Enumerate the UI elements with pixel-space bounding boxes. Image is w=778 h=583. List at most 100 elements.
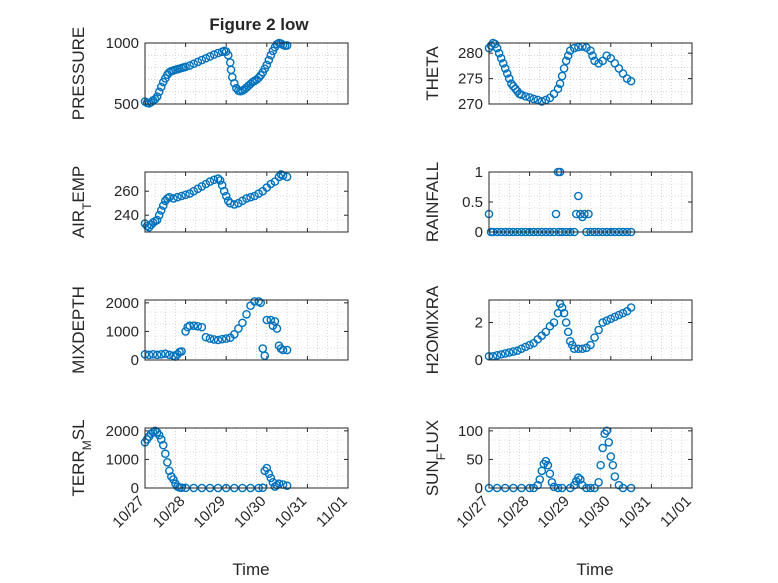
y-axis-label: THETA (423, 46, 442, 101)
data-point (217, 334, 227, 344)
data-point (502, 69, 512, 78)
data-point (529, 94, 538, 104)
data-point (264, 55, 274, 65)
data-point (254, 297, 263, 306)
y-tick-label: 1000 (106, 35, 139, 52)
y-tick-label: 100 (458, 423, 483, 440)
data-point (165, 350, 174, 360)
data-point (574, 344, 583, 354)
data-point (557, 303, 567, 312)
data-point (594, 325, 603, 335)
y-tick-label: 2000 (106, 423, 139, 440)
data-point (154, 430, 164, 440)
data-point (205, 334, 215, 343)
data-point (553, 84, 563, 94)
data-point (282, 172, 292, 182)
x-tick-label: 10/31 (272, 493, 311, 532)
data-point (547, 477, 557, 487)
data-point (586, 340, 595, 350)
data-point (561, 318, 571, 327)
data-point (262, 463, 272, 473)
data-point (154, 210, 164, 220)
data-point (234, 324, 243, 333)
data-point (150, 94, 160, 104)
data-point (525, 93, 534, 102)
data-point (177, 347, 186, 356)
data-point (537, 97, 547, 106)
axes-box (488, 171, 693, 233)
data-point (156, 349, 166, 359)
data-point (185, 61, 194, 70)
subplot-rainfall: 0 0.5 1 RAINFALL (423, 162, 693, 242)
x-tick-label: 10/27 (453, 493, 492, 532)
y-tick-label: 1 (475, 164, 483, 181)
data-point (492, 43, 502, 53)
data-point (604, 437, 614, 447)
y-axis-label: H2OMIXRA (423, 285, 442, 374)
subplot-mixdepth: 0 1000 2000 MIXDEPTH (69, 286, 349, 374)
data-point (494, 48, 504, 58)
subplot-sun-flux: 0 50 100 10/27 10/28 10/29 10/30 10/31 11/01 SUNF… (423, 420, 695, 532)
y-tick-label: 260 (114, 183, 139, 200)
data-point (197, 55, 207, 65)
x-tick-label: 10/27 (109, 493, 148, 532)
x-tick-label: 10/29 (190, 493, 229, 532)
y-tick-label: 500 (114, 96, 139, 113)
data-point (156, 82, 166, 92)
data-point (557, 71, 567, 81)
data-point (266, 473, 276, 483)
data-point (152, 215, 162, 225)
data-point (610, 59, 620, 68)
data-point (511, 84, 520, 94)
data-point (509, 347, 518, 356)
x-tick-label: 10/31 (616, 493, 655, 532)
y-tick-label: 280 (458, 45, 483, 62)
data-point (496, 350, 506, 359)
data-point (181, 190, 190, 200)
data-point (525, 340, 534, 350)
y-axis-label: MIXDEPTH (69, 286, 88, 374)
figure-title: Figure 2 low (209, 15, 309, 34)
data-point (496, 53, 506, 63)
data-point (242, 309, 251, 319)
data-point (500, 349, 510, 358)
y-tick-label: 2000 (106, 295, 139, 312)
y-tick-label: 0 (475, 224, 483, 241)
x-tick-label: 10/29 (534, 493, 573, 532)
data-point (602, 316, 612, 325)
data-point (580, 209, 589, 219)
data-point (614, 64, 624, 73)
axes-box (144, 427, 349, 489)
subplot-air-temp: 240 260 AIRTEMP (69, 166, 349, 238)
data-point (266, 50, 276, 60)
data-point (614, 310, 624, 320)
y-axis-label: TERRMSL (69, 419, 94, 496)
y-tick-label: 1000 (106, 451, 139, 468)
data-point (189, 321, 199, 331)
x-axis-label-right: Time (576, 560, 613, 579)
data-point (492, 351, 502, 360)
data-point (569, 43, 579, 53)
data-point (594, 477, 603, 487)
y-axis-label: SUNFLUX (423, 420, 448, 496)
data-point (561, 56, 571, 66)
y-tick-label: 50 (466, 451, 483, 468)
data-point (553, 308, 563, 318)
data-point (165, 466, 174, 476)
data-point (152, 350, 162, 360)
data-point (163, 457, 172, 467)
data-point (574, 473, 583, 483)
data-point (181, 62, 190, 72)
axes-box (488, 427, 693, 489)
x-tick-label: 10/30 (575, 493, 614, 532)
data-point (590, 333, 599, 342)
data-point (185, 321, 194, 331)
data-point (183, 322, 192, 332)
axes-box (488, 42, 693, 105)
data-point (246, 192, 255, 202)
data-point (213, 174, 223, 183)
data-point (498, 59, 508, 68)
data-point (549, 318, 559, 327)
